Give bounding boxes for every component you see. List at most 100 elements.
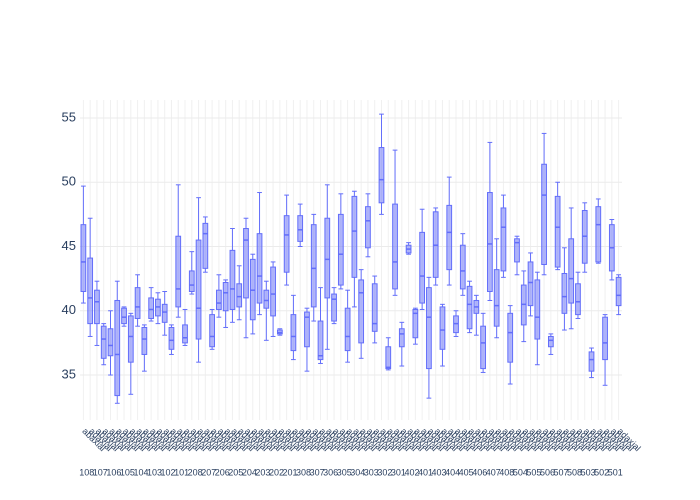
box	[514, 238, 520, 263]
box	[236, 283, 243, 308]
group-label: 203	[255, 467, 270, 477]
y-tick-label: 40	[62, 302, 76, 317]
group-label: 405	[459, 467, 474, 477]
box	[182, 324, 188, 344]
group-label: 507	[554, 467, 569, 477]
group-label: 301	[391, 467, 406, 477]
box	[588, 351, 595, 372]
group-label: 504	[513, 467, 528, 477]
box	[283, 215, 290, 273]
box	[385, 346, 392, 370]
box	[222, 281, 229, 312]
group-label: 305	[337, 467, 352, 477]
box	[398, 328, 405, 348]
box	[459, 244, 466, 290]
y-tick-label: 55	[62, 109, 76, 124]
box	[310, 224, 317, 308]
box	[317, 320, 324, 361]
group-label: 404	[445, 467, 460, 477]
box	[100, 325, 107, 359]
y-tick-label: 35	[62, 366, 76, 381]
group-label: 204	[242, 467, 257, 477]
box	[534, 279, 541, 340]
box	[161, 303, 168, 323]
box	[500, 207, 507, 272]
box	[114, 299, 121, 397]
box	[229, 249, 236, 310]
box	[209, 314, 215, 348]
box	[595, 206, 602, 263]
group-label: 108	[79, 467, 94, 477]
box	[331, 293, 337, 322]
box	[547, 335, 554, 348]
group-label: 208	[188, 467, 203, 477]
box	[263, 289, 270, 309]
group-label: 207	[201, 467, 216, 477]
group-label: 206	[215, 467, 230, 477]
box	[148, 297, 155, 319]
group-label: 202	[269, 467, 284, 477]
group-label: 303	[364, 467, 379, 477]
box	[121, 307, 127, 325]
box	[141, 326, 148, 355]
box	[446, 204, 453, 271]
box	[480, 325, 486, 370]
y-tick-label: 50	[62, 174, 76, 189]
group-label: 104	[133, 467, 148, 477]
box	[487, 192, 493, 292]
box	[426, 287, 432, 370]
box	[358, 279, 365, 344]
box	[365, 206, 371, 249]
group-label: 306	[323, 467, 338, 477]
box	[507, 312, 514, 363]
box	[94, 289, 100, 325]
group-label: 508	[567, 467, 582, 477]
box	[127, 315, 134, 363]
group-label: 201	[283, 467, 298, 477]
group-label: 106	[106, 467, 121, 477]
box	[195, 239, 202, 340]
box	[412, 308, 419, 339]
box	[392, 203, 398, 290]
y-tick-label: 45	[62, 238, 76, 253]
box	[561, 272, 568, 314]
box	[439, 306, 446, 350]
box	[419, 231, 426, 304]
group-label: 503	[581, 467, 596, 477]
group-label: 506	[540, 467, 555, 477]
group-label: 101	[174, 467, 189, 477]
box	[344, 307, 351, 352]
group-label: 406	[472, 467, 487, 477]
box	[337, 213, 344, 286]
box	[378, 147, 385, 204]
box	[493, 269, 500, 327]
group-label: 302	[377, 467, 392, 477]
box	[256, 233, 263, 304]
box	[270, 266, 276, 317]
box	[107, 328, 114, 357]
box	[243, 228, 249, 299]
box	[202, 222, 209, 269]
group-label: 304	[350, 467, 365, 477]
group-label: 505	[526, 467, 541, 477]
box	[304, 311, 310, 348]
group-label: 107	[93, 467, 108, 477]
box	[615, 276, 622, 307]
box	[290, 314, 297, 352]
box	[134, 287, 141, 319]
box	[168, 326, 175, 350]
box	[87, 257, 94, 325]
box	[80, 224, 87, 292]
box	[554, 195, 561, 268]
group-label: 402	[404, 467, 419, 477]
box	[216, 289, 222, 310]
box	[371, 283, 378, 332]
box	[297, 215, 304, 242]
group-label: 105	[120, 467, 135, 477]
group-label: 103	[147, 467, 162, 477]
box	[527, 261, 534, 307]
group-label: 308	[296, 467, 311, 477]
box	[466, 285, 473, 330]
group-label: 501	[608, 467, 623, 477]
